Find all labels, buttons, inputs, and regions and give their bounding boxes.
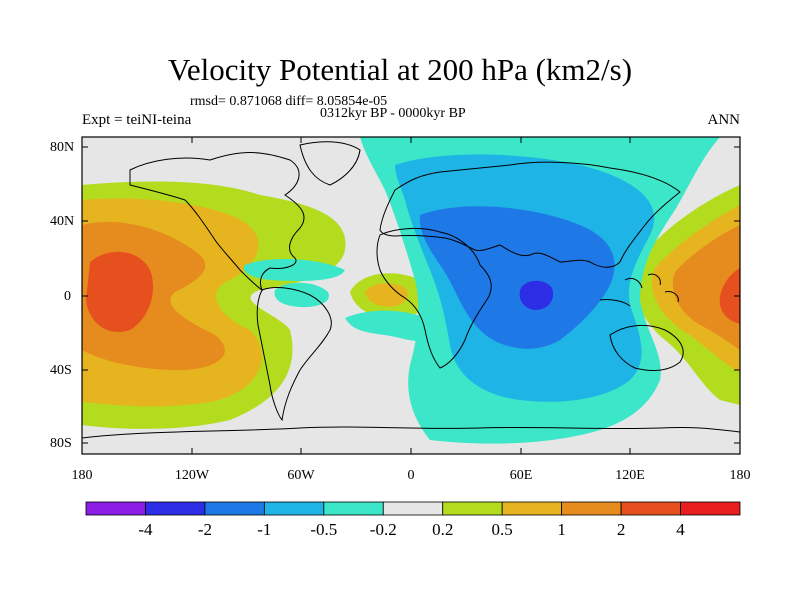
- colorbar-tick-label: -2: [197, 520, 212, 539]
- colorbar-tick-label: -1: [257, 520, 272, 539]
- africa-coast: [376, 227, 492, 369]
- coastline-layer: [82, 141, 740, 439]
- colorbar-swatch: [204, 501, 265, 516]
- australia-coast: [609, 324, 684, 371]
- lon-label-120w: 120W: [174, 468, 210, 483]
- colorbar-tick-label: 4: [676, 520, 685, 539]
- south-america-coast: [256, 287, 332, 422]
- colorbar-swatch: [263, 501, 325, 516]
- colorbar-tick-label: -0.5: [310, 520, 338, 539]
- lon-label-60w: 60W: [287, 468, 315, 483]
- lat-label-40s: 40S: [50, 363, 72, 378]
- colorbar-swatch: [680, 501, 741, 516]
- rmsd-diff-stats: rmsd= 0.871068 diff= 8.05854e-05: [190, 94, 388, 109]
- experiment-label: Expt = teiNI-teina: [82, 112, 192, 128]
- north-atlantic-negative-patch: [243, 258, 345, 281]
- colorbar-tick-label: 0.5: [491, 520, 513, 539]
- lon-label-0: 0: [407, 468, 415, 483]
- colorbar-swatch: [620, 501, 681, 516]
- colorbar-tick-label: -0.2: [369, 520, 397, 539]
- colorbar: [85, 501, 741, 516]
- colorbar-swatch: [501, 501, 563, 516]
- greenland-coast: [299, 141, 361, 186]
- season-label: ANN: [707, 112, 741, 128]
- colorbar-swatch: [145, 501, 206, 516]
- map-title: Velocity Potential at 200 hPa (km2/s): [167, 52, 633, 87]
- colorbar-swatch: [85, 501, 146, 516]
- lat-label-40n: 40N: [50, 214, 75, 229]
- eurasia-coast: [379, 161, 681, 268]
- colorbar-tick-label: 2: [616, 520, 626, 539]
- indian-ocean-negative-core: [519, 280, 554, 310]
- lon-label-180-east: 180: [729, 468, 751, 483]
- indo-african-negative-inner: [419, 206, 615, 349]
- colorbar-swatch: [561, 501, 622, 516]
- lat-label-80s: 80S: [50, 436, 72, 451]
- antarctica-coast: [82, 426, 740, 439]
- period-label: 0312kyr BP - 0000kyr BP: [320, 106, 466, 121]
- axis-ticks: [82, 137, 740, 454]
- contour-fill-layer: [82, 137, 740, 454]
- lat-label-0: 0: [64, 289, 71, 304]
- atlantic-positive-inner: [365, 283, 408, 307]
- colorbar-swatch: [323, 501, 384, 516]
- colorbar-tick-label: 1: [557, 520, 566, 539]
- lon-label-60e: 60E: [509, 468, 533, 483]
- maritime-continent-islands: [599, 273, 679, 307]
- lon-label-180-west: 180: [71, 468, 93, 483]
- lon-label-120e: 120E: [615, 468, 645, 483]
- colorbar-tick-label: 0.2: [432, 520, 454, 539]
- colorbar-swatch: [442, 501, 503, 516]
- pacific-positive-core: [86, 251, 154, 332]
- colorbar-swatch: [382, 501, 444, 516]
- west-pacific-positive-inner: [672, 225, 740, 350]
- colorbar-tick-label: -4: [138, 520, 153, 539]
- north-america-coast: [129, 152, 305, 292]
- west-pacific-positive-core: [719, 268, 740, 324]
- lat-label-80n: 80N: [50, 140, 75, 155]
